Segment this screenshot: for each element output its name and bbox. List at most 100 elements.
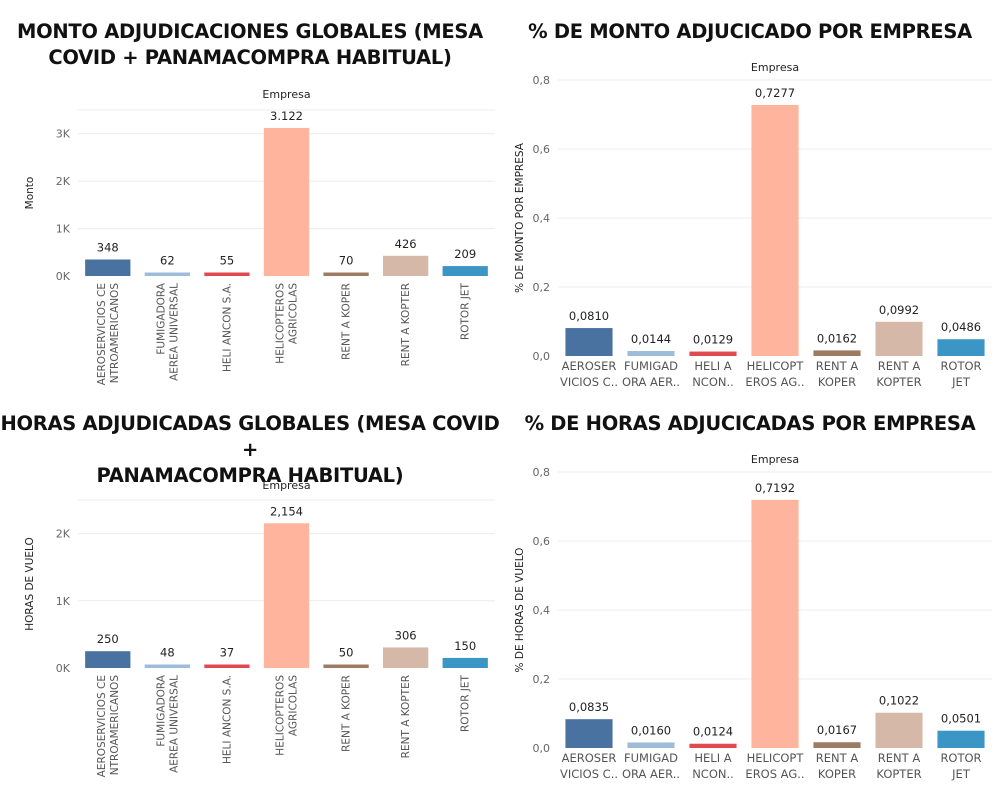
bar <box>383 647 429 668</box>
bar <box>383 255 429 276</box>
y-tick-label: 0K <box>56 270 71 283</box>
category-label: AEROSER <box>562 751 617 765</box>
data-label: 0,0129 <box>693 333 733 347</box>
category-label: VICIOS C.. <box>560 375 618 389</box>
y-tick-label: 1K <box>56 223 71 236</box>
column-header: Empresa <box>751 61 799 74</box>
category-label: RENT A KOPER <box>341 283 353 360</box>
bar <box>689 743 737 748</box>
category-label: JET <box>951 767 971 781</box>
bar <box>565 328 613 356</box>
data-label: 62 <box>160 254 175 268</box>
category-label: AGRICOLAS <box>288 675 300 736</box>
data-label: 0,0835 <box>569 700 609 714</box>
y-tick-label: 0,6 <box>533 143 551 156</box>
data-label: 0,0810 <box>569 309 609 323</box>
category-label: NTROAMERICANOS <box>109 675 121 776</box>
category-label: FUMIGAD <box>624 751 678 765</box>
category-label: EROS AG.. <box>745 767 804 781</box>
data-label: 150 <box>454 639 476 653</box>
monto-bar-chart: Empresa 0K 1K 2K 3K Monto 348 AEROSERVICIOS CE N… <box>24 88 495 385</box>
bar <box>442 266 488 276</box>
bar <box>813 350 861 356</box>
data-label: 0,0160 <box>631 723 671 737</box>
bar <box>85 651 131 668</box>
y-tick-label: 0,4 <box>533 604 551 617</box>
data-label: 0,1022 <box>879 694 919 708</box>
bar <box>689 351 737 356</box>
category-label: KOPER <box>818 767 856 781</box>
category-label: RENT A <box>816 751 859 765</box>
chart-title-line: PANAMACOMPRA HABITUAL) <box>96 464 404 487</box>
category-label: ROTOR JET <box>460 674 472 732</box>
category-label: JET <box>951 375 971 389</box>
bar <box>323 664 369 668</box>
category-label: HELICOPTEROS <box>275 675 287 756</box>
category-label: ORA AER.. <box>622 767 680 781</box>
y-tick-label: 0K <box>56 662 71 675</box>
category-label: FUMIGADORA <box>155 282 167 354</box>
bar <box>937 730 985 748</box>
category-label: HELI A <box>694 359 731 373</box>
category-label: HELI A <box>694 751 731 765</box>
pct-monto-bar-chart: Empresa 0,0 0,2 0,4 0,6 0,8 % DE MONTO POR EMP… <box>514 61 992 389</box>
chart-title: % DE HORAS ADJUCICADAS POR EMPRESA <box>500 411 1000 437</box>
category-label: NTROAMERICANOS <box>109 283 121 384</box>
category-label: NCON.. <box>692 767 734 781</box>
y-tick-label: 0,0 <box>533 350 551 363</box>
y-axis-label: % DE MONTO POR EMPRESA <box>514 142 526 293</box>
chart-title-line: HORAS ADJUDICADAS GLOBALES (MESA COVID + <box>0 412 500 461</box>
category-label: ROTOR JET <box>460 282 472 340</box>
bar <box>937 339 985 356</box>
bar <box>85 259 131 276</box>
category-label: AEREA UNIVERSAL <box>168 675 180 773</box>
bar <box>751 499 799 748</box>
category-label: RENT A KOPER <box>341 675 353 752</box>
data-label: 426 <box>395 237 417 251</box>
data-label: 55 <box>220 254 235 268</box>
data-label: 50 <box>339 646 354 660</box>
bar <box>875 321 923 356</box>
y-tick-label: 0,8 <box>533 74 551 87</box>
category-label: HELICOPT <box>747 359 805 373</box>
category-label: RENT A KOPTER <box>400 283 412 366</box>
chart-title-line: MONTO ADJUDICACIONES GLOBALES (MESA <box>17 20 483 43</box>
category-label: EROS AG.. <box>745 375 804 389</box>
category-label: RENT A KOPTER <box>400 675 412 758</box>
data-label: 0,0124 <box>693 725 733 739</box>
chart-title: HORAS ADJUDICADAS GLOBALES (MESA COVID +… <box>0 411 500 489</box>
category-label: FUMIGAD <box>624 359 678 373</box>
category-label: AEROSER <box>562 359 617 373</box>
pct-horas-bar-chart: Empresa 0,0 0,2 0,4 0,6 0,8 % DE HORAS DE VUEL… <box>514 453 992 781</box>
bar <box>565 719 613 748</box>
data-label: 2,154 <box>270 504 303 518</box>
y-tick-label: 2K <box>56 175 71 188</box>
category-label: FUMIGADORA <box>155 674 167 746</box>
category-label: KOPTER <box>876 375 921 389</box>
data-label: 0,0144 <box>631 332 671 346</box>
category-label: HELICOPT <box>747 751 805 765</box>
data-label: 0,7277 <box>755 86 795 100</box>
pct-horas-chart-panel: % DE HORAS ADJUCICADAS POR EMPRESA Empre… <box>500 400 1000 800</box>
data-label: 0,0486 <box>941 320 981 334</box>
y-axis-label: % DE HORAS DE VUELO <box>514 548 526 673</box>
y-tick-label: 0,6 <box>533 535 551 548</box>
y-tick-label: 0,2 <box>533 673 551 686</box>
chart-title-line: % DE MONTO ADJUCICADO POR EMPRESA <box>528 20 972 43</box>
category-label: HELI ANCON S.A. <box>221 283 233 372</box>
y-tick-label: 1K <box>56 595 71 608</box>
data-label: 37 <box>220 646 235 660</box>
y-tick-label: 0,2 <box>533 281 551 294</box>
category-label: HELICOPTEROS <box>275 283 287 364</box>
data-label: 3.122 <box>270 109 303 123</box>
chart-title-line: % DE HORAS ADJUCICADAS POR EMPRESA <box>524 412 976 435</box>
data-label: 0,0992 <box>879 303 919 317</box>
category-label: KOPTER <box>876 767 921 781</box>
bar <box>263 523 310 668</box>
bar <box>627 742 675 748</box>
data-label: 348 <box>97 240 119 254</box>
category-label: ROTOR <box>940 359 981 373</box>
data-label: 250 <box>97 632 119 646</box>
bar <box>442 657 488 668</box>
category-label: HELI ANCON S.A. <box>221 675 233 764</box>
